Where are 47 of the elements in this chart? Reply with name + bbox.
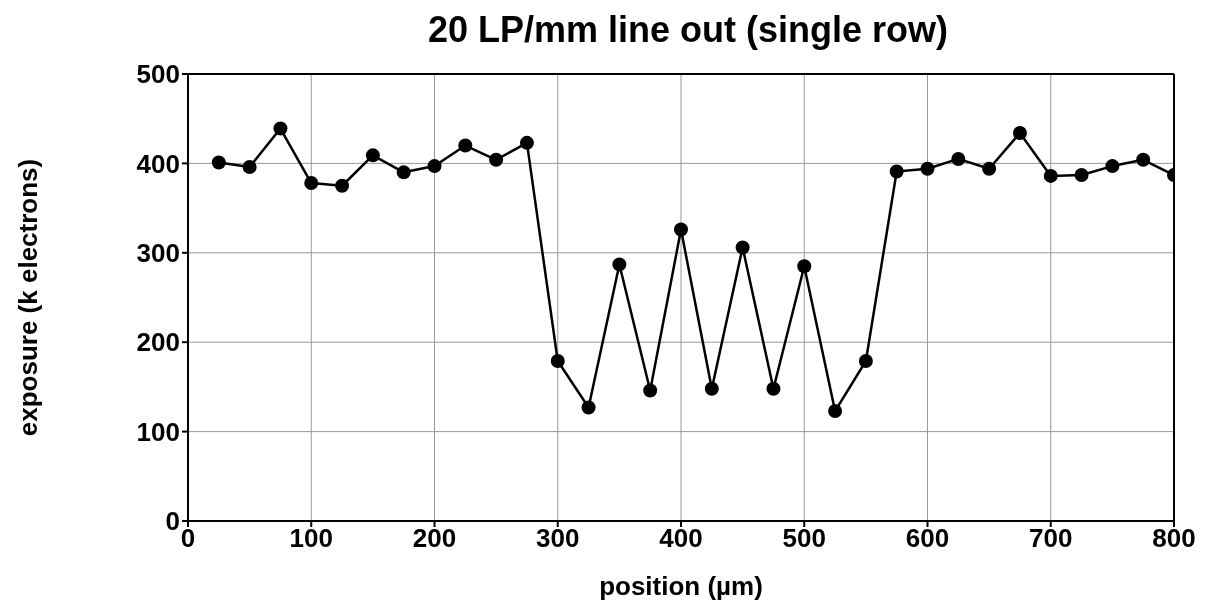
point [273,121,288,136]
x-tick-label: 400 [659,523,703,554]
point [1105,159,1120,174]
point [581,400,596,415]
point [643,383,658,398]
x-tick-label: 500 [782,523,826,554]
x-tick-label: 100 [289,523,333,554]
y-axis-title: exposure (k electrons) [13,158,44,437]
point [335,178,350,193]
point [427,159,442,174]
point [458,138,473,153]
point [1074,168,1089,183]
y-tick-label: 400 [136,148,180,179]
point [211,155,226,170]
point [612,257,627,272]
point [797,259,812,274]
x-tick-label: 300 [536,523,580,554]
x-axis-title: position (µm) [599,571,763,601]
point [365,148,380,163]
y-tick-label: 200 [136,327,180,358]
chart-title: 20 LP/mm line out (single row) [426,8,950,52]
point [519,135,534,150]
point [735,240,750,255]
x-tick-label: 700 [1029,523,1073,554]
point [304,176,319,191]
point [396,165,411,180]
y-tick-label: 500 [136,59,180,90]
point [1043,168,1058,183]
point [704,381,719,396]
x-tick-label: 200 [412,523,457,554]
y-tick-label: 300 [136,238,180,269]
point [920,161,935,176]
y-tick-label: 100 [136,416,180,447]
point [242,159,257,174]
point [828,404,843,419]
point [951,151,966,166]
x-tick-label: 600 [905,523,950,554]
point [766,381,781,396]
x-tick-label: 800 [1152,523,1196,554]
point [674,222,688,237]
point [1012,126,1027,140]
point [889,164,904,179]
point [982,161,997,176]
point [858,353,873,368]
point [489,152,504,167]
point [1136,152,1151,167]
point [550,353,565,368]
